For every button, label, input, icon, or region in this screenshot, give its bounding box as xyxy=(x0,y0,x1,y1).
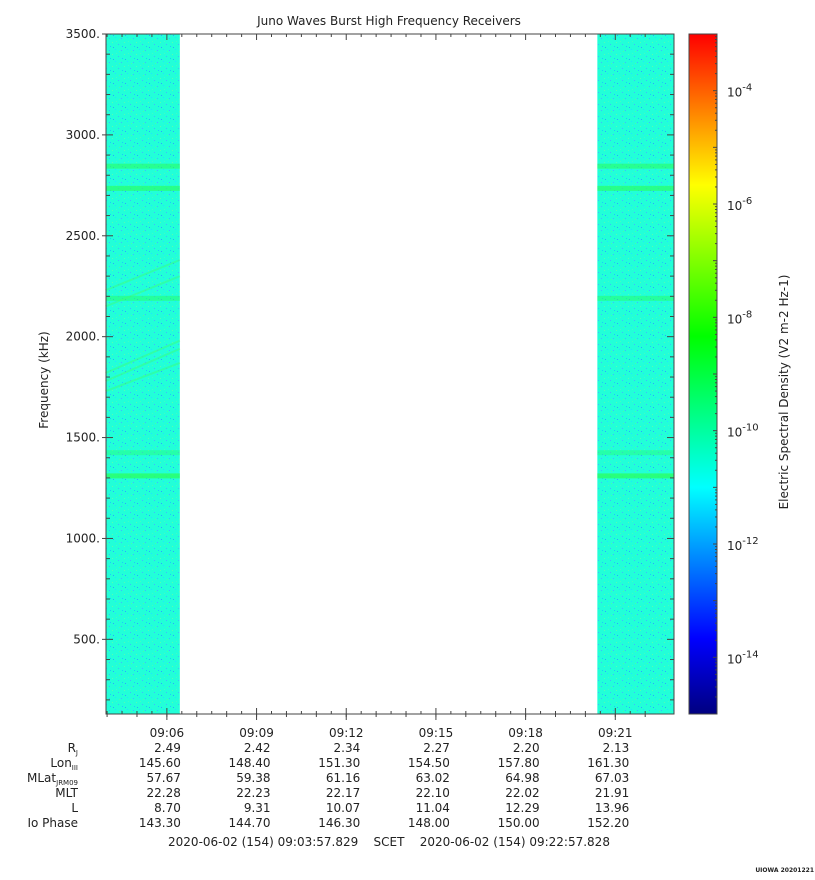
ephemeris-row-label: LonIII xyxy=(50,756,78,772)
ephemeris-row-label: Io Phase xyxy=(27,816,78,830)
colorbar-tick-label: 10-4 xyxy=(727,83,752,100)
ephemeris-row-label: MLT xyxy=(55,786,78,800)
colorbar-tick-label: 10-6 xyxy=(727,196,752,213)
ephemeris-value: 144.70 xyxy=(229,816,271,830)
emission-band xyxy=(597,295,674,301)
ephemeris-value: 152.20 xyxy=(587,816,629,830)
colorbar-tick-label: 10-8 xyxy=(727,309,752,326)
y-tick-label: 2500. xyxy=(66,229,100,243)
colorbar: 10-4 10-6 10-8 10-10 10-12 10-14 xyxy=(688,33,759,715)
ephemeris-table: RJ 2.49 2.42 2.34 2.27 2.20 2.13 LonIII 145.60 14… xyxy=(27,741,629,830)
x-tick-label: 09:15 xyxy=(419,726,454,740)
ephemeris-value: 145.60 xyxy=(139,756,181,770)
data-block-1 xyxy=(105,34,180,714)
ephemeris-value: 21.91 xyxy=(595,786,629,800)
plot-frame xyxy=(105,33,675,715)
colorbar-tick-label: 10-10 xyxy=(727,423,759,440)
ephemeris-value: 8.70 xyxy=(154,801,181,815)
colorbar-tick-label: 10-14 xyxy=(727,649,759,666)
ephemeris-row-label: RJ xyxy=(68,741,78,757)
ephemeris-value: 9.31 xyxy=(244,801,271,815)
ephemeris-value: 150.00 xyxy=(498,816,540,830)
data-block-2 xyxy=(597,34,674,714)
colorbar-label: Electric Spectral Density (V2 m-2 Hz-1) xyxy=(777,275,791,510)
ephemeris-value: 11.04 xyxy=(416,801,450,815)
ephemeris-value: 2.42 xyxy=(244,741,271,755)
ephemeris-value: 63.02 xyxy=(416,771,450,785)
ephemeris-value: 13.96 xyxy=(595,801,629,815)
time-range: 2020-06-02 (154) 09:03:57.829 SCET 2020-… xyxy=(168,835,610,849)
y-tick-label: 500. xyxy=(73,632,100,646)
x-tick-label: 09:18 xyxy=(508,726,543,740)
x-tick-label: 09:21 xyxy=(598,726,633,740)
ephemeris-value: 154.50 xyxy=(408,756,450,770)
emission-band xyxy=(105,295,180,301)
emission-streak xyxy=(105,259,181,292)
y-tick-label: 3500. xyxy=(66,27,100,41)
x-axis: 09:06 09:09 09:12 09:15 09:18 09:21 xyxy=(106,34,646,740)
ephemeris-value: 22.10 xyxy=(416,786,450,800)
plot-background xyxy=(106,34,674,714)
ephemeris-value: 67.03 xyxy=(595,771,629,785)
emission-band xyxy=(105,163,180,169)
ephemeris-value: 22.23 xyxy=(236,786,270,800)
ephemeris-value: 151.30 xyxy=(318,756,360,770)
emission-band xyxy=(597,450,674,456)
emission-streak xyxy=(105,347,181,382)
ephemeris-value: 148.00 xyxy=(408,816,450,830)
y-tick-label: 1000. xyxy=(66,531,100,545)
ephemeris-value: 157.80 xyxy=(498,756,540,770)
ephemeris-value: 2.27 xyxy=(423,741,450,755)
ephemeris-value: 57.67 xyxy=(147,771,181,785)
emission-streak xyxy=(105,275,181,308)
x-tick-label: 09:06 xyxy=(150,726,185,740)
emission-band xyxy=(105,473,180,479)
emission-streak xyxy=(105,339,181,374)
y-axis: 500. 1000. 1500. 2000. 2500. 3000. 3500. xyxy=(66,27,674,701)
ephemeris-value: 22.02 xyxy=(505,786,539,800)
colorbar-tick-label: 10-12 xyxy=(727,536,759,553)
ephemeris-value: 2.49 xyxy=(154,741,181,755)
ephemeris-value: 12.29 xyxy=(505,801,539,815)
ephemeris-value: 61.16 xyxy=(326,771,360,785)
ephemeris-value: 2.13 xyxy=(603,741,630,755)
y-axis-label: Frequency (kHz) xyxy=(37,331,51,428)
emission-band xyxy=(597,473,674,479)
ephemeris-value: 2.20 xyxy=(513,741,540,755)
ephemeris-value: 64.98 xyxy=(505,771,539,785)
ephemeris-value: 59.38 xyxy=(236,771,270,785)
emission-band xyxy=(105,185,180,191)
ephemeris-value: 10.07 xyxy=(326,801,360,815)
emission-band xyxy=(105,450,180,456)
emission-band xyxy=(597,163,674,169)
y-tick-label: 3000. xyxy=(66,128,100,142)
ephemeris-row-label: L xyxy=(71,801,78,815)
ephemeris-value: 22.28 xyxy=(147,786,181,800)
y-tick-label: 1500. xyxy=(66,431,100,445)
ephemeris-value: 2.34 xyxy=(334,741,361,755)
emission-band xyxy=(597,185,674,191)
plot-area xyxy=(105,33,675,715)
ephemeris-value: 161.30 xyxy=(587,756,629,770)
ephemeris-value: 143.30 xyxy=(139,816,181,830)
y-tick-label: 2000. xyxy=(66,330,100,344)
footer-tag: UIOWA 20201221 xyxy=(755,867,814,874)
colorbar-bar xyxy=(688,33,718,715)
x-tick-label: 09:09 xyxy=(239,726,274,740)
ephemeris-value: 22.17 xyxy=(326,786,360,800)
ephemeris-row-label: MLatJRM09 xyxy=(27,771,78,787)
ephemeris-value: 146.30 xyxy=(318,816,360,830)
chart-title: Juno Waves Burst High Frequency Receiver… xyxy=(256,14,521,28)
ephemeris-value: 148.40 xyxy=(229,756,271,770)
emission-streak xyxy=(105,361,181,393)
x-tick-label: 09:12 xyxy=(329,726,364,740)
